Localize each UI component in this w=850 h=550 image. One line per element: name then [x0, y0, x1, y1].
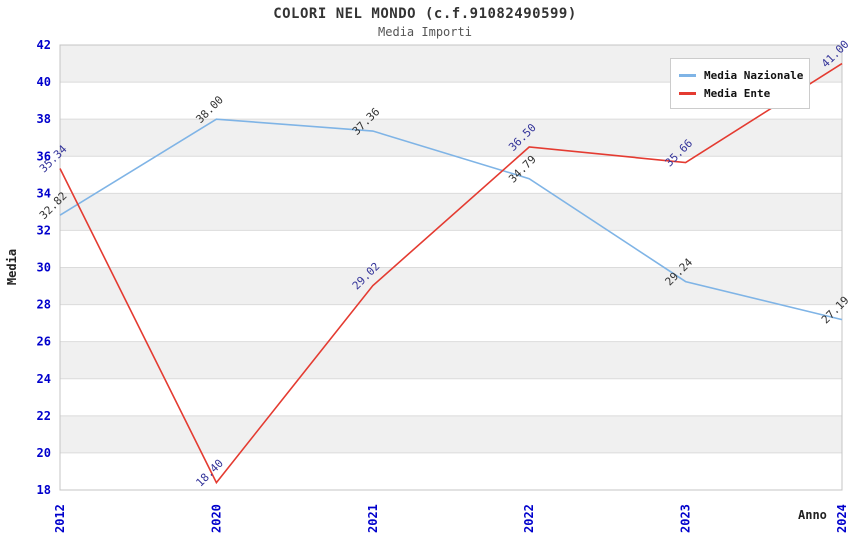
y-axis-title: Media	[5, 248, 19, 286]
y-tick-label: 30	[37, 261, 51, 275]
plot-band	[60, 119, 842, 157]
legend-item-media-nazionale: Media Nazionale	[679, 66, 804, 84]
data-label: 34.79	[506, 153, 539, 186]
x-tick-label: 2020	[209, 504, 223, 533]
y-tick-label: 26	[37, 335, 51, 349]
y-tick-label: 38	[37, 112, 51, 126]
y-tick-label: 28	[37, 298, 51, 312]
plot-band	[60, 193, 842, 231]
x-tick-label: 2012	[53, 504, 67, 533]
legend-label-media-nazionale: Media Nazionale	[704, 68, 804, 82]
plot-frame	[59, 44, 843, 491]
x-axis-title: Anno	[798, 508, 827, 522]
x-tick-label: 2021	[366, 504, 380, 533]
y-tick-label: 36	[37, 149, 51, 163]
legend-item-media-ente: Media Ente	[679, 84, 801, 102]
y-tick-label: 40	[37, 75, 51, 89]
chart-subtitle: Media Importi	[378, 25, 472, 39]
y-tick-label: 42	[37, 38, 51, 52]
y-tick-label: 32	[37, 223, 51, 237]
legend-swatch-media-ente	[679, 91, 696, 95]
plot-band	[60, 415, 842, 453]
chart-title: COLORI NEL MONDO (c.f.91082490599)	[273, 6, 577, 22]
x-tick-label: 2022	[522, 504, 536, 533]
plot-band	[60, 341, 842, 379]
data-label: 18.40	[193, 457, 226, 490]
series-line-media-ente	[59, 62, 843, 485]
legend-label-media-ente: Media Ente	[704, 86, 771, 100]
x-tick-label: 2024	[835, 504, 849, 533]
series-line-media-nazionale	[59, 118, 843, 321]
y-tick-label: 18	[37, 483, 51, 497]
y-tick-label: 22	[37, 409, 51, 423]
y-tick-label: 20	[37, 446, 51, 460]
x-tick-label: 2023	[679, 504, 693, 533]
legend: Media Nazionale Media Ente	[670, 58, 810, 109]
plot-band	[60, 267, 842, 305]
y-tick-label: 24	[37, 372, 51, 386]
legend-swatch-media-nazionale	[679, 73, 696, 77]
y-tick-label: 34	[37, 186, 51, 200]
